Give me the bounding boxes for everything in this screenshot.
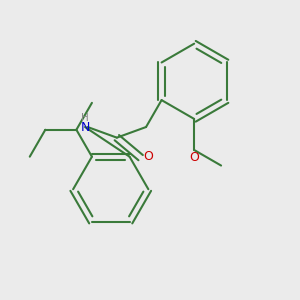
Text: O: O — [143, 151, 153, 164]
Text: N: N — [80, 121, 90, 134]
Text: H: H — [81, 113, 89, 123]
Text: O: O — [189, 151, 199, 164]
